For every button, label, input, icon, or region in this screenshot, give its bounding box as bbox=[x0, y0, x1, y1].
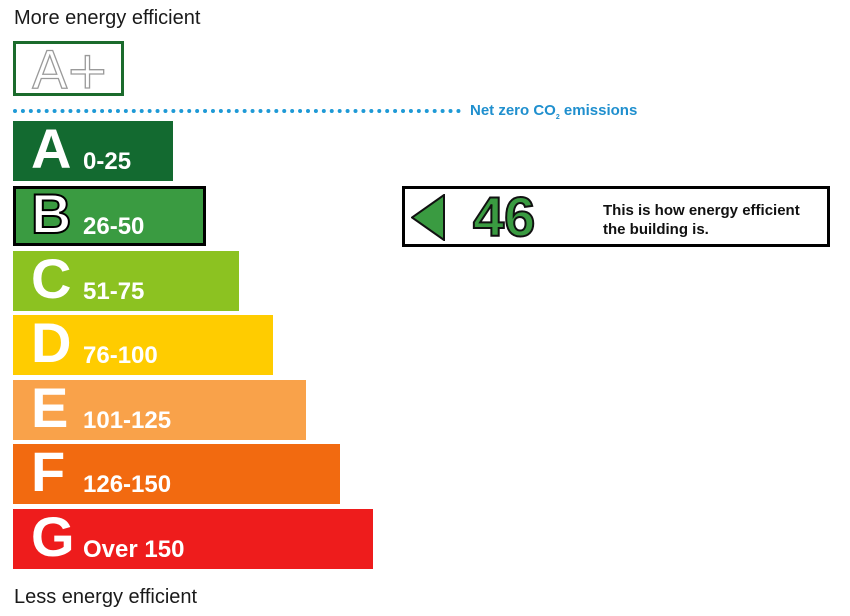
more-efficient-label: More energy efficient bbox=[14, 7, 201, 29]
band-f: F 126-150 bbox=[13, 440, 340, 504]
current-rating-value: 46 bbox=[472, 185, 536, 249]
net-zero-subscript: 2 bbox=[555, 114, 560, 121]
band-d: D 76-100 bbox=[13, 311, 273, 375]
band-range: 26-50 bbox=[83, 213, 145, 240]
band-letter: B bbox=[30, 182, 72, 246]
band-range: Over 150 bbox=[83, 536, 185, 563]
band-letter: D bbox=[31, 311, 72, 374]
band-range: 126-150 bbox=[83, 471, 172, 498]
band-letter: G bbox=[31, 505, 75, 568]
net-zero-text: Net zero CO bbox=[470, 102, 556, 119]
net-zero-divider bbox=[13, 109, 461, 113]
current-rating-box: 46 This is how energy efficient the buil… bbox=[402, 185, 830, 249]
band-range: 101-125 bbox=[83, 407, 172, 434]
net-zero-label: Net zero CO2 emissions bbox=[470, 102, 637, 121]
current-rating-caption: This is how energy efficient the buildin… bbox=[603, 202, 800, 238]
less-efficient-label: Less energy efficient bbox=[14, 586, 198, 608]
band-c: C 51-75 bbox=[13, 247, 239, 311]
band-letter: C bbox=[31, 247, 72, 310]
band-range: 0-25 bbox=[83, 148, 132, 175]
band-g: G Over 150 bbox=[13, 505, 373, 569]
band-e: E 101-125 bbox=[13, 376, 306, 440]
band-a: A 0-25 bbox=[13, 117, 173, 181]
net-zero-text-end: emissions bbox=[559, 102, 638, 119]
band-range: 76-100 bbox=[83, 342, 158, 369]
band-a-plus: A+ bbox=[13, 40, 124, 102]
band-range: 51-75 bbox=[83, 278, 145, 305]
band-letter: F bbox=[31, 440, 66, 503]
band-a-plus-label: A+ bbox=[31, 40, 109, 101]
band-b: B 26-50 bbox=[13, 182, 206, 246]
band-letter: A bbox=[31, 117, 72, 180]
pointer-arrow-icon bbox=[411, 194, 445, 241]
band-letter: E bbox=[31, 376, 69, 439]
